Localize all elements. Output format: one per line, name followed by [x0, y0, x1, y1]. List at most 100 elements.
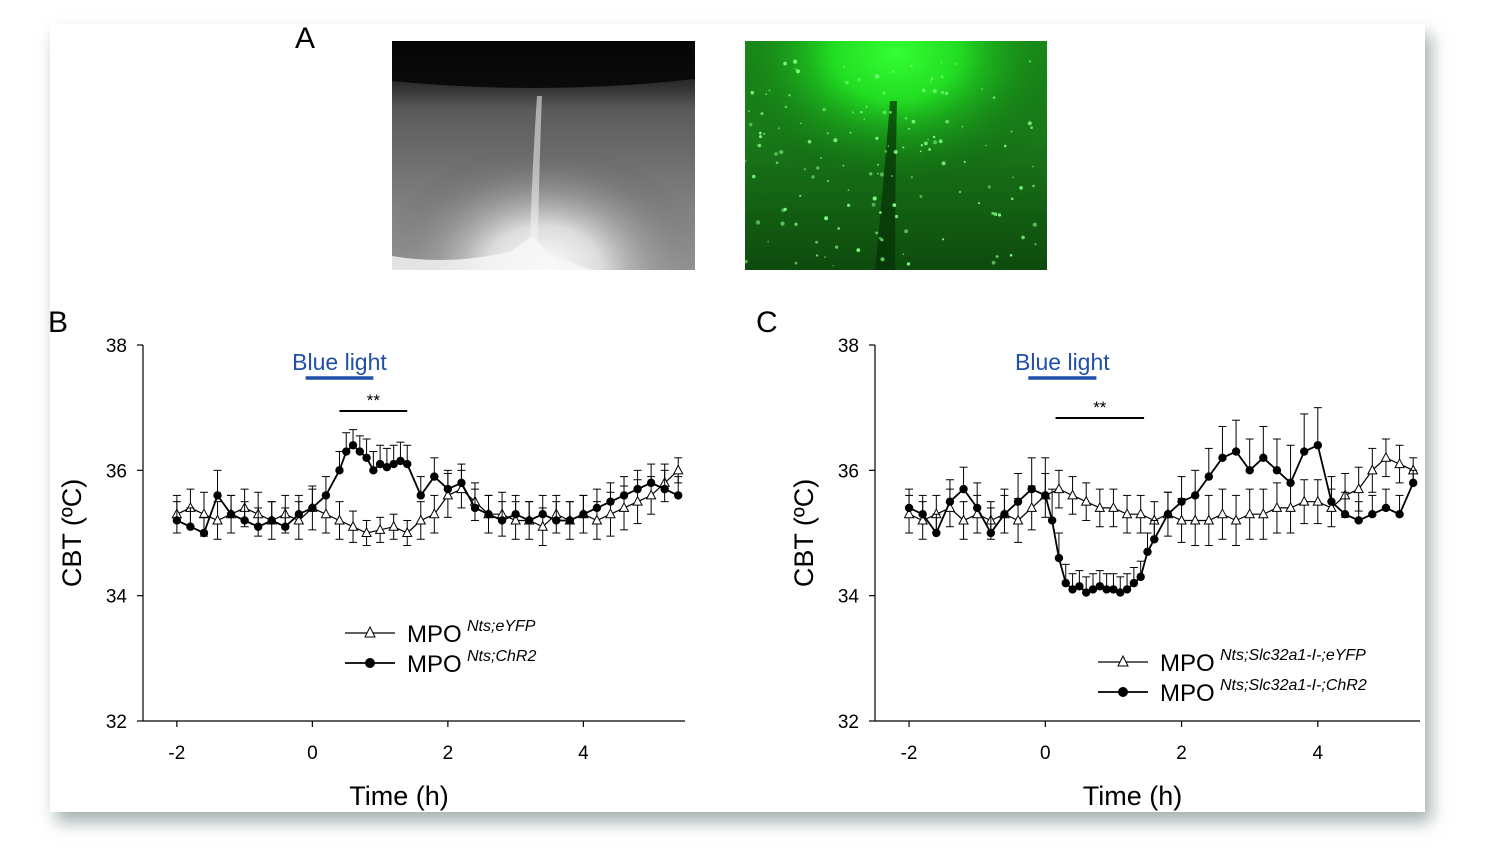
fluorescent-cell: [857, 78, 861, 81]
fluorescent-cell: [1021, 235, 1025, 240]
fluorescent-cell: [877, 163, 879, 166]
panel-b-data-point: [396, 456, 405, 466]
panel-c-data-point: [1053, 483, 1065, 494]
panel-c-data-point: [1068, 585, 1077, 594]
panel-b-data-point: [348, 441, 358, 450]
panel-c-y-tick-label: 36: [838, 461, 859, 482]
fluorescent-cell: [799, 194, 802, 197]
panel-b-data-point: [186, 522, 195, 531]
brightfield-micrograph: [392, 41, 695, 270]
fluorescent-cell: [852, 111, 855, 114]
panel-c-data-point: [972, 503, 982, 513]
fluorescent-cell: [788, 94, 791, 97]
panel-b-x-tick-label: 4: [578, 743, 589, 764]
panel-c-data-point: [1094, 501, 1106, 512]
panel-c-y-axis-title: CBT (ºC): [789, 479, 819, 587]
panel-b-y-axis-title: CBT (ºC): [57, 479, 87, 587]
fluorescent-cell: [760, 112, 764, 116]
fluorescent-cell: [780, 221, 785, 226]
panel-c-label: C: [756, 306, 778, 339]
panel-c-data-point: [1026, 501, 1038, 512]
panel-b-x-axis-title: Time (h): [349, 781, 449, 811]
panel-c-data-point: [1190, 491, 1200, 500]
panel-c-data-point: [1080, 495, 1092, 506]
panel-b-significance-label: **: [367, 391, 381, 410]
panel-c-data-point: [1286, 478, 1295, 488]
fluorescent-cell: [856, 248, 861, 253]
fluorescent-cell: [816, 166, 820, 170]
fluorescent-cell: [794, 261, 798, 265]
fluorescent-cell: [987, 185, 991, 189]
panel-b-data-point: [403, 459, 412, 469]
panel-b-data-point: [213, 491, 222, 500]
panel-c-x-axis-title: Time (h): [1083, 781, 1183, 811]
panel-c-legend-superscript: Nts;Slc32a1-I-;ChR2: [1220, 677, 1367, 694]
panel-b-data-point: [552, 516, 561, 525]
panel-c-data-point: [1218, 453, 1227, 462]
panel-b-data-point: [240, 516, 249, 525]
fluorescent-cell: [882, 110, 887, 115]
fluorescent-cell: [920, 144, 923, 147]
fluorescent-cell: [1010, 197, 1014, 201]
panel-c-x-tick-label: 0: [1040, 743, 1051, 764]
panel-c-data-point: [1129, 578, 1139, 588]
panel-b-y-tick-label: 36: [106, 461, 127, 482]
fluorescent-cell: [749, 122, 753, 127]
fluorescent-cell: [928, 148, 931, 151]
fluorescent-cell: [879, 172, 884, 177]
panel-b-data-point: [267, 516, 276, 525]
panel-b-y-tick-label: 34: [106, 587, 128, 608]
panel-b-data-point: [470, 503, 480, 513]
panel-b-data-point: [212, 514, 223, 525]
panel-b-data-point: [347, 520, 359, 531]
fluorescent-cell: [745, 159, 747, 163]
panel-b-data-point: [342, 447, 351, 456]
fluorescent-cell: [887, 145, 890, 147]
fluorescent-cell: [783, 61, 787, 66]
panel-c-significance-label: **: [1093, 398, 1107, 417]
fluorescent-cell: [835, 245, 839, 249]
fluorescent-cell: [807, 139, 812, 144]
fluorescent-cell: [816, 254, 819, 257]
panel-c-data-point: [1353, 483, 1365, 494]
fluorescent-cell: [891, 175, 894, 177]
panel-b-data-point: [537, 520, 549, 531]
panel-b-data-point: [321, 491, 331, 500]
fluorescent-cell: [1032, 222, 1037, 227]
panel-c-data-point: [1299, 447, 1309, 456]
fluorescent-cell: [1003, 144, 1007, 148]
fluorescent-cell: [826, 132, 829, 135]
panel-b-data-point: [293, 514, 305, 525]
panel-b-label: B: [48, 306, 69, 339]
panel-c-data-point: [1163, 510, 1173, 519]
panel-c-data-point: [932, 528, 941, 538]
eyfp-fluorescence-micrograph: [745, 41, 1047, 270]
panel-b-data-point: [335, 466, 344, 475]
fluorescent-cell: [880, 238, 884, 242]
fluorescent-cell: [842, 164, 845, 167]
panel-c-data-point: [1088, 585, 1098, 594]
fluorescent-cell: [765, 93, 768, 95]
fluorescent-cell: [875, 231, 879, 235]
panel-b-data-point: [524, 516, 534, 525]
panel-b-data-point: [253, 522, 263, 531]
panel-c-legend-name: MPO: [1160, 650, 1215, 677]
panel-b-data-point: [226, 510, 236, 519]
panel-b-legend-superscript: Nts;eYFP: [467, 618, 536, 635]
panel-b-data-point: [579, 510, 588, 519]
panel-c-data-point: [1257, 508, 1269, 519]
fluorescent-cell: [904, 116, 908, 120]
panel-c-data-point: [1380, 451, 1392, 462]
fluorescent-cell: [882, 91, 886, 95]
panel-b-data-point: [430, 472, 439, 481]
panel-c-data-point: [917, 514, 929, 525]
panel-b-data-point: [660, 484, 669, 494]
panel-b-data-point: [374, 523, 386, 534]
fluorescent-cell: [932, 88, 937, 94]
fluorescent-cell: [941, 90, 945, 95]
fluorescent-cell: [794, 67, 797, 70]
fluorescent-cell: [832, 264, 835, 267]
fluorescent-cell: [938, 139, 943, 144]
panel-b-data-point: [428, 508, 440, 519]
panel-c-y-tick-label: 38: [838, 336, 859, 357]
